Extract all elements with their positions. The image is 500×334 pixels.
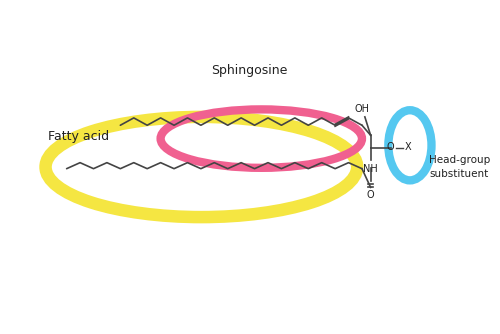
Text: X: X xyxy=(405,142,411,152)
Text: OH: OH xyxy=(355,104,370,114)
Text: Head-group
substituent: Head-group substituent xyxy=(429,155,490,179)
Text: O: O xyxy=(367,190,374,200)
Text: Sphingosine: Sphingosine xyxy=(211,64,288,76)
Text: Fatty acid: Fatty acid xyxy=(48,131,109,143)
Text: O: O xyxy=(387,142,394,152)
Text: NH: NH xyxy=(363,164,378,174)
